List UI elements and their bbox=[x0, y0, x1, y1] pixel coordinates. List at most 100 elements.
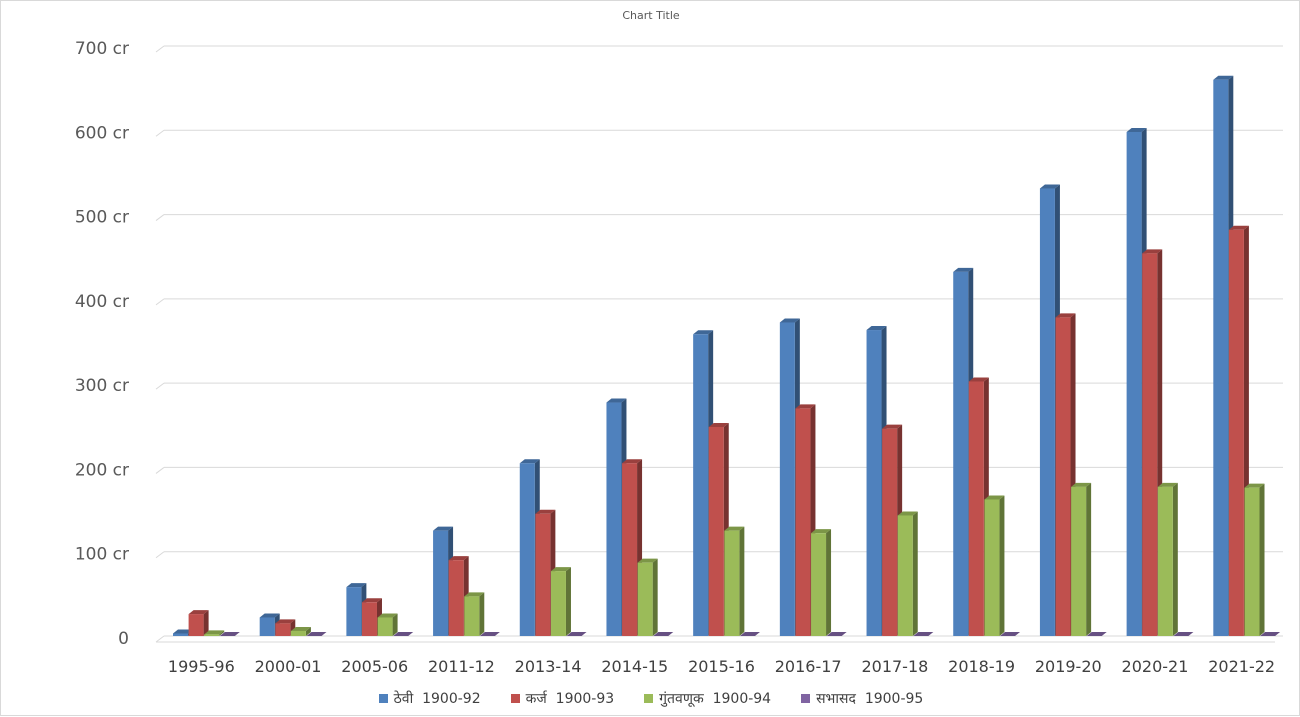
bar-top bbox=[1157, 482, 1178, 487]
bar bbox=[693, 334, 709, 636]
bar-top bbox=[984, 495, 1005, 500]
legend-label: ठेवी 1900-92 bbox=[393, 691, 481, 707]
bar-top bbox=[1126, 127, 1147, 132]
bar-top bbox=[693, 330, 714, 335]
bar-side bbox=[479, 592, 485, 636]
x-tick-label: 2018-19 bbox=[948, 657, 1015, 676]
bar-top bbox=[1228, 225, 1249, 230]
bar bbox=[724, 530, 740, 636]
x-tick-label: 2016-17 bbox=[775, 657, 842, 676]
bar-side bbox=[392, 613, 398, 636]
y-tick-label: 0 bbox=[118, 629, 129, 649]
bar bbox=[377, 617, 393, 636]
bar bbox=[953, 271, 969, 636]
bar bbox=[173, 633, 188, 636]
bar-side bbox=[1172, 482, 1178, 636]
x-tick-label: 2005-06 bbox=[341, 657, 408, 676]
legend-swatch bbox=[801, 694, 811, 703]
legend-item: सभासद 1900-95 bbox=[801, 689, 923, 708]
bar-top bbox=[393, 632, 414, 636]
gridline-depth bbox=[155, 635, 165, 643]
bar bbox=[1213, 79, 1229, 636]
legend-item: ठेवी 1900-92 bbox=[378, 689, 481, 708]
legend-item: कर्ज 1900-93 bbox=[510, 689, 614, 708]
bar bbox=[1244, 487, 1260, 636]
bar-top bbox=[1071, 482, 1092, 487]
bar-top bbox=[290, 626, 311, 631]
bar bbox=[637, 562, 653, 636]
bar-side bbox=[652, 558, 658, 636]
bar-top bbox=[1039, 184, 1060, 189]
bar-top bbox=[173, 629, 193, 634]
bar-top bbox=[535, 509, 556, 514]
bar-top bbox=[479, 632, 500, 636]
gridline-depth bbox=[155, 129, 165, 137]
bar bbox=[433, 530, 449, 636]
bar bbox=[1055, 317, 1071, 636]
x-tick-label: 2000-01 bbox=[255, 657, 322, 676]
bar bbox=[1039, 188, 1055, 636]
bar-top bbox=[622, 459, 643, 464]
bar-top bbox=[219, 632, 240, 636]
bar-top bbox=[433, 526, 454, 531]
y-tick-label: 700 cr bbox=[75, 39, 129, 59]
bar-top bbox=[811, 529, 832, 534]
y-tick-label: 300 cr bbox=[75, 376, 129, 396]
chart-title: Chart Title bbox=[622, 9, 680, 22]
bar-side bbox=[1259, 483, 1265, 636]
bar-side bbox=[565, 567, 571, 636]
bar-top bbox=[448, 556, 469, 561]
y-tick-label: 400 cr bbox=[75, 292, 129, 312]
bar-side bbox=[1086, 482, 1092, 636]
bar bbox=[968, 381, 984, 636]
gridline-depth bbox=[155, 45, 165, 53]
x-tick-label: 2013-14 bbox=[515, 657, 582, 676]
bar-top bbox=[346, 583, 367, 588]
bar bbox=[622, 463, 638, 636]
bar bbox=[811, 533, 827, 636]
bar bbox=[1228, 229, 1244, 636]
bar bbox=[779, 322, 795, 636]
x-tick-label: 1995-96 bbox=[168, 657, 235, 676]
bar-top bbox=[724, 526, 745, 531]
bar bbox=[1142, 253, 1158, 637]
bar bbox=[290, 630, 306, 636]
bar-side bbox=[305, 626, 311, 636]
x-tick-label: 2011-12 bbox=[428, 657, 495, 676]
gridline-depth bbox=[155, 551, 165, 559]
x-tick-label: 2021-22 bbox=[1208, 657, 1275, 676]
bar-top bbox=[1086, 632, 1107, 636]
bar-top bbox=[653, 632, 674, 636]
x-tick-label: 2019-20 bbox=[1035, 657, 1102, 676]
bar-top bbox=[1142, 249, 1163, 254]
gridline-depth bbox=[155, 467, 165, 474]
y-tick-label: 600 cr bbox=[75, 123, 129, 143]
bar bbox=[1071, 486, 1087, 636]
bar bbox=[606, 402, 622, 636]
bar bbox=[882, 428, 898, 636]
bar-top bbox=[1173, 632, 1194, 636]
bar-side bbox=[739, 526, 745, 636]
bar bbox=[188, 614, 204, 636]
bar-top bbox=[259, 613, 280, 618]
bar-top bbox=[968, 377, 989, 382]
bar bbox=[448, 560, 464, 636]
legend-swatch bbox=[510, 694, 520, 703]
bar bbox=[361, 602, 377, 636]
bar-top bbox=[826, 632, 847, 636]
bar bbox=[535, 513, 551, 636]
bar-top bbox=[913, 632, 934, 636]
bar-top bbox=[204, 630, 225, 635]
bar-side bbox=[826, 529, 832, 636]
bar-top bbox=[866, 326, 887, 331]
bar bbox=[204, 634, 220, 636]
bar-side bbox=[203, 610, 209, 636]
x-tick-label: 2020-21 bbox=[1122, 657, 1189, 676]
bar-top bbox=[275, 619, 296, 624]
bar-top bbox=[708, 422, 729, 427]
y-tick-label: 100 cr bbox=[75, 545, 129, 565]
bar-top bbox=[1260, 632, 1281, 636]
bar-top bbox=[795, 404, 816, 409]
bar-top bbox=[637, 558, 658, 563]
bar-top bbox=[1213, 75, 1234, 80]
